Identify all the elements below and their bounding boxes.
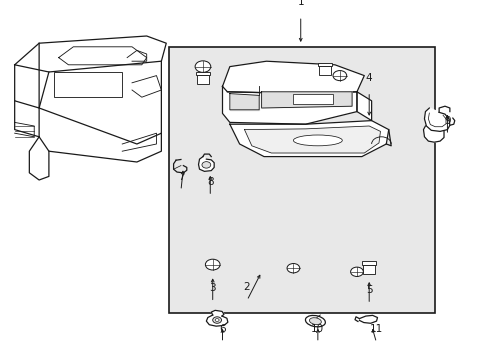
- Ellipse shape: [305, 315, 325, 327]
- Text: 1: 1: [297, 0, 304, 7]
- Ellipse shape: [309, 318, 321, 324]
- Text: 4: 4: [365, 73, 372, 83]
- Text: 11: 11: [369, 324, 383, 334]
- Polygon shape: [261, 92, 351, 108]
- Bar: [168, 47, 434, 313]
- Circle shape: [350, 267, 363, 276]
- Text: 7: 7: [177, 172, 184, 182]
- Bar: [362, 261, 375, 265]
- Polygon shape: [222, 86, 356, 124]
- Circle shape: [212, 317, 221, 323]
- Text: 6: 6: [219, 324, 225, 334]
- Circle shape: [286, 264, 299, 273]
- Bar: [363, 265, 374, 274]
- Circle shape: [202, 162, 210, 168]
- Polygon shape: [211, 310, 224, 316]
- Polygon shape: [356, 92, 371, 121]
- Bar: [54, 72, 122, 97]
- Text: 2: 2: [243, 282, 250, 292]
- Bar: [197, 75, 208, 84]
- Text: 5: 5: [365, 285, 372, 295]
- Polygon shape: [229, 121, 388, 157]
- Polygon shape: [424, 108, 449, 131]
- Ellipse shape: [293, 135, 342, 146]
- Polygon shape: [423, 126, 443, 142]
- Bar: [318, 63, 331, 66]
- Polygon shape: [359, 315, 377, 323]
- Bar: [196, 72, 209, 75]
- Bar: [293, 94, 332, 104]
- Circle shape: [332, 71, 346, 81]
- Polygon shape: [198, 157, 214, 171]
- Circle shape: [215, 319, 219, 321]
- Polygon shape: [206, 315, 227, 326]
- Text: 3: 3: [209, 283, 216, 293]
- Circle shape: [195, 61, 210, 72]
- Polygon shape: [229, 94, 259, 110]
- Polygon shape: [222, 61, 364, 94]
- Text: 9: 9: [443, 116, 450, 126]
- Bar: [319, 66, 330, 75]
- Text: 8: 8: [206, 177, 213, 187]
- Polygon shape: [244, 126, 380, 153]
- Circle shape: [205, 259, 220, 270]
- Polygon shape: [438, 106, 449, 112]
- Text: 10: 10: [311, 324, 324, 334]
